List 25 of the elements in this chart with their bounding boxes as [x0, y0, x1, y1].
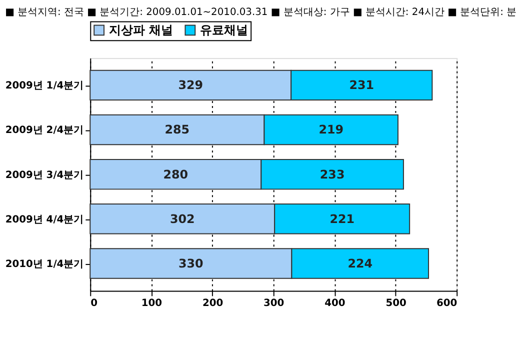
- x-tick-label: 300: [264, 298, 284, 310]
- y-tick-label: 2009년 2/4분기: [5, 125, 84, 136]
- legend-label: 지상파 채널: [108, 23, 174, 38]
- x-tick-label: 200: [202, 298, 224, 310]
- x-tick-label: 400: [324, 298, 346, 310]
- data-label: 219: [318, 122, 344, 137]
- y-tick-label: 2009년 4/4분기: [5, 214, 84, 226]
- data-label: 285: [164, 122, 190, 137]
- x-tick-label: 100: [141, 298, 162, 310]
- data-label: 224: [348, 256, 373, 270]
- data-label: 221: [330, 212, 354, 226]
- y-tick-label: 2009년 1/4분기: [5, 80, 84, 92]
- data-label: 329: [178, 78, 204, 92]
- legend-label: 유료채널: [200, 23, 248, 38]
- x-tick-label: 500: [386, 298, 406, 310]
- y-tick-label: 2009년 3/4분기: [5, 170, 84, 181]
- x-tick-label: 600: [436, 298, 458, 310]
- data-label: 330: [178, 256, 204, 270]
- data-label: 233: [320, 167, 345, 182]
- data-label: 280: [163, 167, 188, 182]
- x-tick-label: 0: [90, 298, 98, 310]
- chart-title: ■ 분석지역: 전국 ■ 분석기간: 2009.01.01~2010.03.31 ■ 분석대상: 가구 ■ 분석시간: 24시간 ■ 분석단위: 분: [5, 6, 517, 18]
- y-tick-label: 2010년 1/4분기: [5, 258, 84, 270]
- data-label: 302: [170, 212, 195, 226]
- data-label: 231: [349, 78, 374, 92]
